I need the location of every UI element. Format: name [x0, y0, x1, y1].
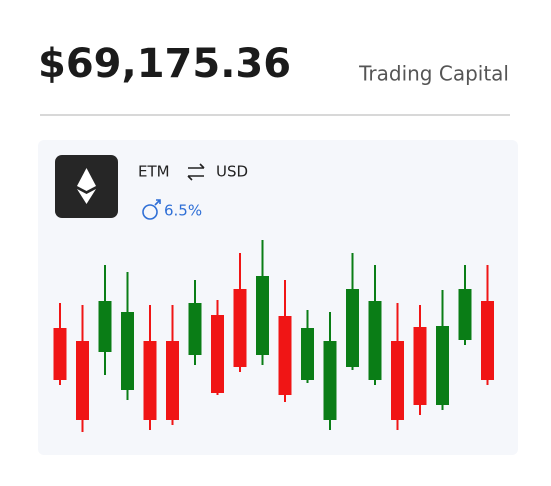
candle-body	[256, 276, 269, 355]
candle-body	[301, 328, 314, 380]
candle-body	[53, 328, 67, 380]
candle-body	[481, 301, 494, 380]
candle-body	[143, 341, 157, 420]
candle-body	[323, 341, 337, 420]
candle-body	[188, 303, 202, 355]
price: $69,175.36	[38, 41, 291, 87]
candle-body	[458, 289, 472, 340]
price-label: Trading Capital	[358, 62, 509, 86]
candle-body	[346, 289, 359, 367]
candle-body	[211, 315, 224, 393]
swap-icon	[187, 163, 205, 181]
candle-body	[436, 326, 449, 405]
change: 6.5%	[164, 202, 202, 220]
candle-body	[76, 341, 89, 420]
candle-body	[98, 301, 112, 352]
candle-body	[368, 301, 382, 380]
pair-base: ETM	[138, 163, 170, 181]
eth-logo	[77, 168, 96, 204]
pair-quote: USD	[216, 163, 248, 181]
change-icon	[142, 199, 161, 220]
candle-body	[278, 316, 292, 395]
candle-body	[121, 312, 134, 390]
candle-body	[413, 327, 427, 405]
candle-body	[166, 341, 179, 420]
candle-body	[391, 341, 404, 420]
candle-body	[233, 289, 247, 367]
